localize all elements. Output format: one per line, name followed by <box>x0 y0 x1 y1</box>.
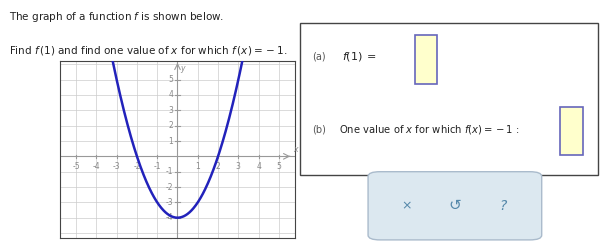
Text: Find $f\,(1)$ and find one value of $x$ for which $f\,(x) = -1$.: Find $f\,(1)$ and find one value of $x$ … <box>9 44 288 57</box>
Text: 2: 2 <box>168 121 173 130</box>
Text: -5: -5 <box>72 162 80 171</box>
Text: $f(1)\;=$: $f(1)\;=$ <box>342 50 376 63</box>
Text: 2: 2 <box>216 162 221 171</box>
Text: 3: 3 <box>236 162 241 171</box>
Text: 4: 4 <box>256 162 261 171</box>
Text: 1: 1 <box>168 136 173 146</box>
FancyBboxPatch shape <box>368 172 542 240</box>
FancyBboxPatch shape <box>414 35 437 84</box>
Text: 4: 4 <box>168 90 173 99</box>
Text: ×: × <box>402 199 412 212</box>
Text: -4: -4 <box>93 162 100 171</box>
Text: $y$: $y$ <box>180 63 187 74</box>
Text: The graph of a function $f$ is shown below.: The graph of a function $f$ is shown bel… <box>9 10 224 24</box>
Text: (b): (b) <box>312 124 326 134</box>
Text: ?: ? <box>499 199 507 213</box>
Text: One value of $x$ for which $f(x) = -1$ :: One value of $x$ for which $f(x) = -1$ : <box>338 123 519 136</box>
Text: -4: -4 <box>166 213 173 222</box>
Text: -1: -1 <box>166 167 173 176</box>
FancyBboxPatch shape <box>560 107 583 155</box>
Text: 3: 3 <box>168 106 173 115</box>
Text: 5: 5 <box>276 162 281 171</box>
Text: -2: -2 <box>166 183 173 192</box>
Text: $x$: $x$ <box>293 145 300 154</box>
Text: 5: 5 <box>168 75 173 84</box>
Text: -3: -3 <box>113 162 120 171</box>
Text: -3: -3 <box>166 198 173 207</box>
Text: ↺: ↺ <box>448 198 461 213</box>
Text: (a): (a) <box>312 51 326 61</box>
Text: -1: -1 <box>153 162 161 171</box>
FancyBboxPatch shape <box>300 23 598 175</box>
Text: -2: -2 <box>133 162 141 171</box>
Text: 1: 1 <box>196 162 200 171</box>
